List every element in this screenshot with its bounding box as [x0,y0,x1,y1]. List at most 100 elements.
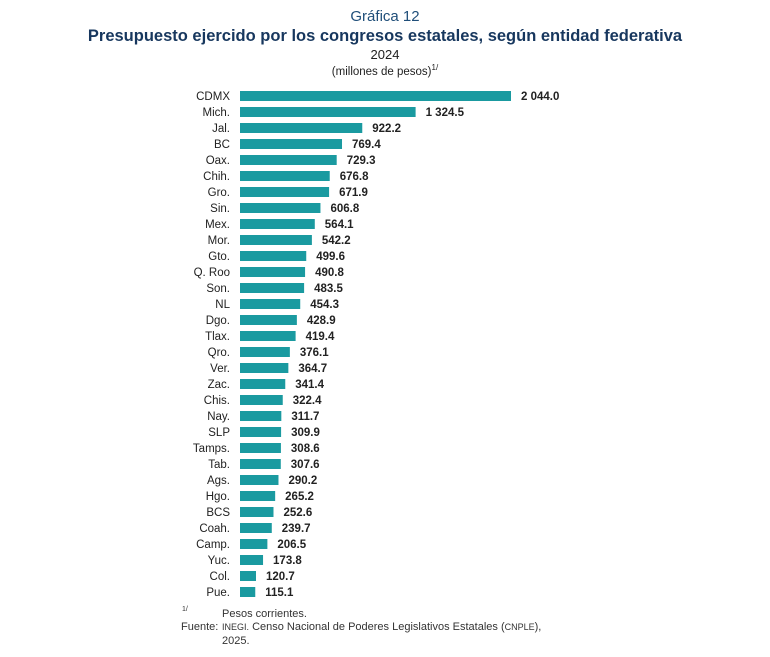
bar [240,91,511,101]
category-label: Zac. [208,379,230,391]
bar [240,107,416,117]
category-label: BCS [206,507,230,519]
bar [240,395,283,405]
category-label: Chis. [204,395,230,407]
bar [240,379,286,389]
value-label: 676.8 [340,171,369,183]
bar [240,475,279,485]
units-note-marker: 1/ [431,63,439,72]
bar [240,219,315,229]
source-citation: INEGI. Censo Nacional de Poderes Legisla… [222,621,541,633]
value-label: 341.4 [295,379,324,391]
value-label: 729.3 [347,155,376,167]
value-label: 206.5 [277,539,306,551]
category-label: Ags. [207,475,230,487]
bar [240,523,272,533]
category-label: Oax. [206,155,230,167]
bar [240,347,290,357]
value-label: 120.7 [266,571,295,583]
value-label: 428.9 [307,315,336,327]
value-label: 671.9 [339,187,368,199]
value-label: 542.2 [322,235,351,247]
value-label: 290.2 [288,475,317,487]
bar [240,491,276,501]
category-label: Q. Roo [194,267,230,279]
footnote-marker-text: 1/ [182,606,188,613]
value-label: 309.9 [291,427,320,439]
value-label: 499.6 [316,251,345,263]
category-label: Son. [206,283,230,295]
bar [240,315,297,325]
category-label: Sin. [210,203,230,215]
bar-chart: CDMX 2 044.0 Mich. 1 324.5 Jal. 922.2 BC 769.4 O… [193,91,559,599]
bar [240,187,330,197]
source-org: INEGI. [222,622,250,632]
category-label: Gro. [208,187,230,199]
value-label: 483.5 [314,283,343,295]
category-label: Tab. [208,459,230,471]
category-label: Ver. [210,363,230,375]
bar [240,427,282,437]
bar [240,411,282,421]
bar [240,171,330,181]
value-label: 376.1 [300,347,329,359]
value-label: 265.2 [285,491,314,503]
bar [240,251,307,261]
bar [240,235,312,245]
category-label: Hgo. [206,491,230,503]
bar [240,299,301,309]
chart-title: Presupuesto ejercido por los congresos e… [87,27,683,45]
chart-units: (millones de pesos)1/ [0,63,770,78]
category-label: BC [214,139,230,151]
category-label: Qro. [208,347,230,359]
bar [240,203,321,213]
value-label: 922.2 [372,123,401,135]
value-label: 322.4 [293,395,322,407]
source-abbr: CNPLE [504,622,535,632]
value-label: 364.7 [298,363,327,375]
footnote-marker: 1/ [182,606,188,619]
category-label: Tlax. [205,331,230,343]
chart-year: 2024 [370,47,400,62]
value-label: 2 044.0 [521,91,559,103]
chart-kicker: Gráfica 12 [350,8,420,25]
bar [240,539,268,549]
bar [240,155,337,165]
value-label: 606.8 [330,203,359,215]
value-label: 564.1 [325,219,354,231]
value-label: 769.4 [352,139,381,151]
category-label: Chih. [203,171,230,183]
value-label: 115.1 [265,587,294,599]
bar [240,555,264,565]
bar [240,507,274,517]
source-year: 2025. [222,635,250,647]
source-text-b: ), [534,621,542,633]
bar [240,571,257,581]
category-label: Yuc. [208,555,230,567]
source-label: Fuente: [181,621,219,633]
value-label: 1 324.5 [426,107,465,119]
category-label: Camp. [196,539,230,551]
units-label: (millones de pesos) [331,65,432,78]
value-label: 454.3 [310,299,339,311]
category-label: Mex. [205,219,230,231]
bar [240,363,289,373]
source-text-a: Censo Nacional de Poderes Legislativos E… [252,621,505,633]
value-label: 173.8 [273,555,302,567]
bar [240,331,296,341]
category-label: CDMX [196,91,230,103]
category-label: Dgo. [206,315,230,327]
value-label: 419.4 [306,331,335,343]
bar [240,443,281,453]
value-label: 490.8 [315,267,344,279]
bar [240,459,281,469]
bar [240,139,343,149]
category-label: Col. [210,571,230,583]
category-label: Mor. [208,235,230,247]
category-label: SLP [208,427,230,439]
footnote-text: Pesos corrientes. [222,608,307,620]
bar [240,587,256,597]
category-label: Gto. [208,251,230,263]
category-label: Pue. [206,587,230,599]
category-label: Mich. [203,107,230,119]
